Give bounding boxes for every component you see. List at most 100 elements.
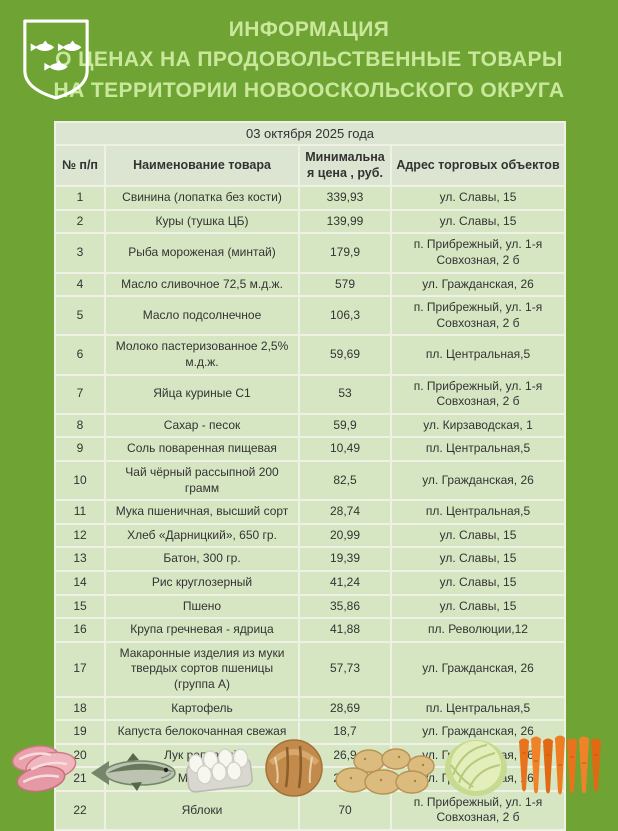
min-price: 579 [298, 271, 392, 298]
min-price: 28,74 [298, 499, 392, 525]
min-price: 59,69 [298, 334, 392, 376]
date-row: 03 октября 2025 года [54, 121, 566, 146]
store-address: п. Прибрежный, ул. 1-я Совхозная, 2 б [390, 373, 566, 415]
table-row: 1 Свинина (лопатка без кости) 339,93 ул. Сл… [54, 185, 566, 211]
table-row: 13 Батон, 300 гр. 19,39 ул. Славы, 15 [54, 546, 566, 572]
min-price: 35,86 [298, 593, 392, 620]
column-header-number: № п/п [54, 143, 106, 188]
egg-tray-image [183, 739, 255, 797]
min-price: 179,9 [298, 232, 392, 274]
table-row: 3 Рыба мороженая (минтай) 179,9 п. Прибрежн… [54, 232, 566, 274]
min-price: 106,3 [298, 295, 392, 337]
store-address: ул. Славы, 15 [390, 522, 566, 549]
table-row: 16 Крупа гречневая - ядрица 41,88 пл. Револ… [54, 617, 566, 643]
min-price: 41,88 [298, 617, 392, 643]
store-address: ул. Славы, 15 [390, 546, 566, 572]
product-name: Чай чёрный рассыпной 200 грамм [104, 459, 300, 502]
row-number: 3 [54, 232, 106, 274]
column-header-address: Адрес торговых объектов [390, 143, 566, 188]
table-row: 18 Картофель 28,69 пл. Центральная,5 [54, 695, 566, 722]
table-row: 15 Пшено 35,86 ул. Славы, 15 [54, 593, 566, 620]
store-address: пл. Центральная,5 [390, 695, 566, 722]
row-number: 18 [54, 695, 106, 722]
product-name: Батон, 300 гр. [104, 546, 300, 572]
product-name: Масло подсолнечное [104, 295, 300, 337]
pork-meat-image [7, 737, 83, 797]
column-header-row: № п/п Наименование товара Минимальная це… [54, 143, 566, 188]
store-address: ул. Кирзаводская, 1 [390, 412, 566, 439]
table-row: 6 Молоко пастеризованное 2,5% м.д.ж. 59,69… [54, 334, 566, 376]
store-address: ул. Славы, 15 [390, 208, 566, 235]
table-row: 7 Яйца куриные С1 53 п. Прибрежный, ул. 1-я… [54, 373, 566, 415]
product-name: Молоко пастеризованное 2,5% м.д.ж. [104, 334, 300, 376]
min-price: 20,99 [298, 522, 392, 549]
row-number: 13 [54, 546, 106, 572]
product-name: Рыба мороженая (минтай) [104, 232, 300, 274]
table-row: 12 Хлеб «Дарницкий», 650 гр. 20,99 ул. Слав… [54, 522, 566, 549]
product-name: Картофель [104, 695, 300, 722]
min-price: 339,93 [298, 185, 392, 211]
table-row: 17 Макаронные изделия из муки твердых сор… [54, 640, 566, 698]
table-row: 4 Масло сливочное 72,5 м.д.ж. 579 ул. Гражд… [54, 271, 566, 298]
carrots-image [513, 735, 611, 797]
product-name: Капуста белокочанная свежая [104, 719, 300, 745]
bread-loaf-image [259, 735, 329, 797]
row-number: 14 [54, 569, 106, 596]
page-title: ИНФОРМАЦИЯ О ЦЕНАХ НА ПРОДОВОЛЬСТВЕННЫЕ … [0, 15, 618, 106]
table-row: 14 Рис круглозерный 41,24 ул. Славы, 15 [54, 569, 566, 596]
column-header-product: Наименование товара [104, 143, 300, 188]
product-name: Масло сливочное 72,5 м.д.ж. [104, 271, 300, 298]
date-caption: 03 октября 2025 года [54, 121, 566, 146]
price-table-container: 03 октября 2025 года № п/п Наименование … [54, 121, 566, 831]
table-row: 19 Капуста белокочанная свежая 18,7 ул. Гра… [54, 719, 566, 745]
row-number: 11 [54, 499, 106, 525]
title-line-2: О ЦЕНАХ НА ПРОДОВОЛЬСТВЕННЫЕ ТОВАРЫ [55, 48, 563, 72]
row-number: 10 [54, 459, 106, 502]
min-price: 18,7 [298, 719, 392, 745]
product-name: Хлеб «Дарницкий», 650 гр. [104, 522, 300, 549]
store-address: ул. Славы, 15 [390, 185, 566, 211]
cabbage-image [443, 735, 509, 797]
min-price: 28,69 [298, 695, 392, 722]
coat-of-arms-icon [19, 16, 93, 107]
title-line-1: ИНФОРМАЦИЯ [228, 18, 390, 41]
store-address: ул. Славы, 15 [390, 569, 566, 596]
header: ИНФОРМАЦИЯ О ЦЕНАХ НА ПРОДОВОЛЬСТВЕННЫЕ … [0, 0, 618, 115]
min-price: 59,9 [298, 412, 392, 439]
row-number: 16 [54, 617, 106, 643]
food-images-row [0, 735, 618, 797]
table-row: 11 Мука пшеничная, высший сорт 28,74 пл. Це… [54, 499, 566, 525]
row-number: 5 [54, 295, 106, 337]
store-address: пл. Центральная,5 [390, 436, 566, 462]
store-address: п. Прибрежный, ул. 1-я Совхозная, 2 б [390, 295, 566, 337]
table-row: 5 Масло подсолнечное 106,3 п. Прибрежный, у… [54, 295, 566, 337]
min-price: 82,5 [298, 459, 392, 502]
row-number: 9 [54, 436, 106, 462]
store-address: пл. Центральная,5 [390, 334, 566, 376]
title-line-3: НА ТЕРРИТОРИИ НОВООСКОЛЬСКОГО ОКРУГА [53, 78, 565, 102]
store-address: пл. Центральная,5 [390, 499, 566, 525]
row-number: 17 [54, 640, 106, 698]
product-name: Яйца куриные С1 [104, 373, 300, 415]
store-address: п. Прибрежный, ул. 1-я Совхозная, 2 б [390, 232, 566, 274]
min-price: 139,99 [298, 208, 392, 235]
store-address: ул. Гражданская, 26 [390, 271, 566, 298]
row-number: 15 [54, 593, 106, 620]
column-header-price: Минимальная цена , руб. [298, 143, 392, 188]
row-number: 7 [54, 373, 106, 415]
price-table: 03 октября 2025 года № п/п Наименование … [54, 121, 566, 831]
product-name: Пшено [104, 593, 300, 620]
min-price: 53 [298, 373, 392, 415]
product-name: Куры (тушка ЦБ) [104, 208, 300, 235]
min-price: 57,73 [298, 640, 392, 698]
table-body: 1 Свинина (лопатка без кости) 339,93 ул. Сл… [54, 185, 566, 831]
product-name: Свинина (лопатка без кости) [104, 185, 300, 211]
product-name: Мука пшеничная, высший сорт [104, 499, 300, 525]
product-name: Рис круглозерный [104, 569, 300, 596]
min-price: 41,24 [298, 569, 392, 596]
table-row: 9 Соль поваренная пищевая 10,49 пл. Централ… [54, 436, 566, 462]
row-number: 12 [54, 522, 106, 549]
store-address: ул. Славы, 15 [390, 593, 566, 620]
product-name: Макаронные изделия из муки твердых сорто… [104, 640, 300, 698]
